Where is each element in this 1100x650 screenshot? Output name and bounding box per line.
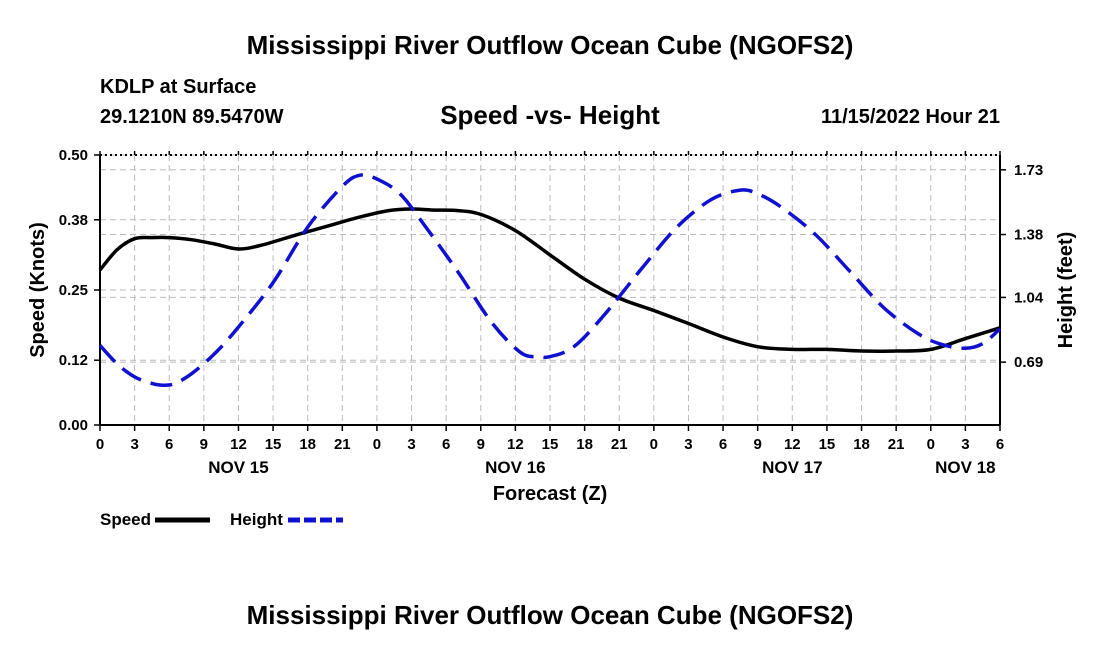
x-tick-label: 6 (996, 436, 1004, 453)
x-tick-label: 12 (507, 436, 524, 453)
date-label: NOV 17 (762, 458, 822, 477)
x-tick-label: 6 (165, 436, 173, 453)
y2-tick-label: 1.73 (1014, 162, 1043, 179)
x-tick-label: 9 (200, 436, 208, 453)
x-tick-label: 9 (754, 436, 762, 453)
legend: Speed Height (100, 510, 343, 529)
x-tick-label: 3 (684, 436, 692, 453)
x-tick-label: 0 (927, 436, 935, 453)
y-tick-label: 0.00 (59, 417, 88, 434)
x-tick-label: 9 (477, 436, 485, 453)
chart-title: Mississippi River Outflow Ocean Cube (NG… (246, 30, 854, 60)
y-tick-label: 0.25 (59, 282, 88, 299)
x-tick-label: 15 (819, 436, 836, 453)
x-tick-label: 15 (265, 436, 282, 453)
x-tick-label: 21 (611, 436, 628, 453)
x-tick-label: 18 (299, 436, 316, 453)
forecast-datetime: 11/15/2022 Hour 21 (820, 106, 1000, 128)
x-tick-label: 3 (407, 436, 415, 453)
x-tick-label: 0 (373, 436, 381, 453)
chart-title-repeat: Mississippi River Outflow Ocean Cube (NG… (246, 600, 854, 630)
x-tick-label: 18 (853, 436, 870, 453)
x-tick-label: 6 (442, 436, 450, 453)
x-tick-label: 21 (334, 436, 351, 453)
y-axis-label: Speed (Knots) (27, 222, 49, 358)
y2-tick-label: 1.04 (1014, 289, 1044, 306)
y-tick-label: 0.38 (59, 212, 88, 229)
legend-label-speed: Speed (100, 510, 151, 529)
y2-tick-label: 0.69 (1014, 354, 1043, 371)
station-label: KDLP at Surface (100, 76, 257, 98)
height-series-line (98, 173, 1002, 387)
date-label: NOV 16 (485, 458, 545, 477)
y2-axis-label: Height (feet) (1055, 232, 1077, 349)
grid-lines (100, 154, 1000, 425)
x-tick-label: 6 (719, 436, 727, 453)
y-tick-label: 0.12 (59, 352, 88, 369)
x-tick-label: 12 (230, 436, 247, 453)
y-tick-label: 0.50 (59, 147, 88, 164)
speed-series-line (98, 207, 1001, 353)
chart-subtitle: Speed -vs- Height (440, 100, 660, 130)
legend-label-height: Height (230, 510, 283, 529)
date-label: NOV 18 (935, 458, 995, 477)
x-tick-label: 0 (96, 436, 104, 453)
series-lines (98, 173, 1002, 387)
date-label: NOV 15 (208, 458, 268, 477)
x-tick-label: 15 (542, 436, 559, 453)
axes: 0 3 6 9 12 15 18 21 0 3 6 9 12 15 18 21 0 3 6 9 12 15 18 21 0 3 6N… (59, 147, 1044, 477)
station-coords: 29.1210N 89.5470W (100, 106, 284, 128)
y2-tick-label: 1.38 (1014, 227, 1043, 244)
x-tick-label: 3 (961, 436, 969, 453)
x-tick-label: 18 (576, 436, 593, 453)
x-tick-label: 0 (650, 436, 658, 453)
x-tick-label: 21 (888, 436, 905, 453)
x-tick-label: 3 (130, 436, 138, 453)
x-axis-label: Forecast (Z) (493, 483, 607, 505)
x-tick-label: 12 (784, 436, 801, 453)
